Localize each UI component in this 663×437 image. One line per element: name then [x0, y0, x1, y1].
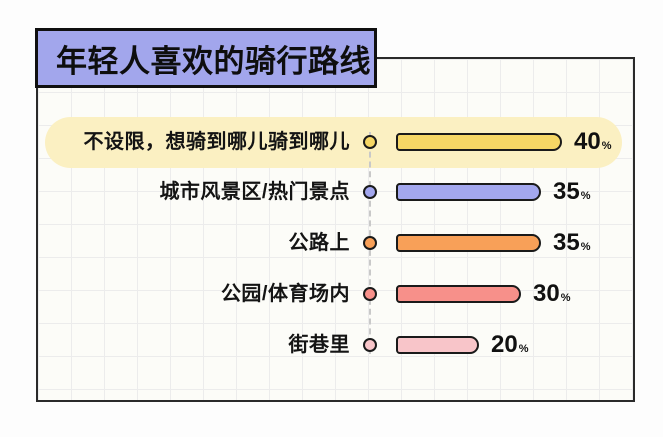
chart-row: 城市风景区/热门景点 35 % — [0, 167, 663, 217]
value-number: 20 — [491, 331, 518, 358]
value-label: 20 % — [491, 320, 528, 370]
percent-sign: % — [580, 241, 591, 253]
value-label: 40 % — [574, 117, 611, 167]
value-number: 40 — [574, 128, 601, 155]
bar — [396, 336, 479, 354]
marker-dot — [363, 135, 377, 149]
percent-sign: % — [560, 292, 571, 304]
value-number: 30 — [533, 280, 560, 307]
row-label: 不设限，想骑到哪儿骑到哪儿 — [83, 131, 350, 153]
row-label: 公路上 — [288, 232, 350, 254]
bar — [396, 285, 521, 303]
chart-row: 公园/体育场内 30 % — [0, 269, 663, 319]
value-number: 35 — [553, 178, 580, 205]
value-label: 35 % — [553, 218, 590, 268]
chart-panel — [36, 57, 635, 402]
chart-row: 街巷里 20 % — [0, 320, 663, 370]
marker-dot — [363, 287, 377, 301]
value-label: 30 % — [533, 269, 570, 319]
percent-sign: % — [518, 343, 529, 355]
row-label: 公园/体育场内 — [220, 283, 350, 305]
value-number: 35 — [553, 229, 580, 256]
chart-row: 不设限，想骑到哪儿骑到哪儿 40 % — [0, 117, 663, 167]
marker-dot — [363, 185, 377, 199]
marker-dot — [363, 236, 377, 250]
chart-row: 公路上 35 % — [0, 218, 663, 268]
title-box: 年轻人喜欢的骑行路线 — [35, 28, 377, 88]
marker-dot — [363, 338, 377, 352]
row-label: 街巷里 — [288, 334, 350, 356]
page-title: 年轻人喜欢的骑行路线 — [56, 43, 371, 79]
value-label: 35 % — [553, 167, 590, 217]
bar — [396, 183, 541, 201]
bar — [396, 133, 562, 151]
row-label: 城市风景区/热门景点 — [159, 181, 350, 203]
bar — [396, 234, 541, 252]
percent-sign: % — [580, 190, 591, 202]
percent-sign: % — [601, 140, 612, 152]
